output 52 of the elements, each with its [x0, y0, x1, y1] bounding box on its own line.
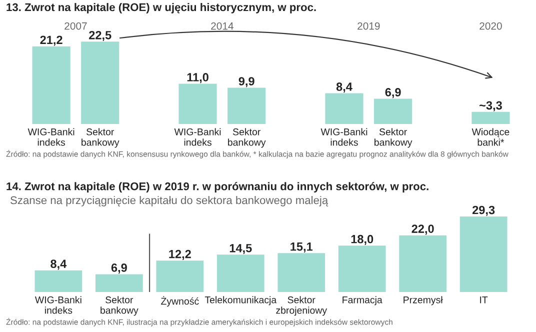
x-tick-label: Sektor bankowy [228, 128, 266, 148]
data-label: 12,2 [169, 250, 191, 260]
chart-subtitle: Szanse na przyciągnięcie kapitału do sektora bankowego maleją [10, 196, 328, 206]
bar [34, 270, 82, 292]
text: 2007 [64, 22, 87, 30]
data-label: 8,4 [336, 82, 352, 93]
chart-title: 13. Zwrot na kapitale (ROE) w ujęciu historycznym, w proc. [6, 3, 316, 14]
text: 2020 [480, 22, 502, 30]
x-tick-label: Sektor bankowy [374, 128, 412, 148]
chart-title: 14. Zwrot na kapitale (ROE) w 2019 r. w porównaniu do innych sektorów, w proc. [6, 182, 428, 192]
bar [338, 246, 386, 292]
data-label: 22,5 [89, 30, 112, 42]
x-tick-label: Przemysł [404, 296, 443, 306]
text: 2014 [211, 22, 234, 30]
x-tick-label: Farmacja [342, 296, 382, 306]
bar [374, 98, 412, 124]
x-tick-label: Żywność [161, 296, 199, 307]
data-label: 6,9 [111, 264, 127, 274]
x-tick-label: Wiodące banki* [472, 128, 510, 146]
x-tick-label: WIG-Banki indeks [28, 128, 74, 146]
data-label: 8,4 [50, 260, 67, 270]
data-label: 18,0 [351, 234, 374, 245]
data-label: ~3,3 [480, 101, 502, 112]
x-tick-label: WIG-Banki indeks [174, 128, 221, 146]
x-tick-label: WIG-Banki indeks [320, 128, 368, 146]
data-label: 14,5 [230, 244, 252, 254]
data-label: 11,0 [187, 73, 208, 84]
x-tick-label: IT [480, 296, 488, 304]
data-label: 29,3 [472, 206, 495, 216]
bar [278, 253, 326, 292]
text: 2019 [358, 22, 380, 30]
data-label: 21,2 [40, 36, 62, 46]
data-label: 9,9 [238, 77, 254, 88]
bar [81, 42, 120, 124]
bar [399, 235, 447, 292]
bar [95, 274, 143, 292]
bar [472, 112, 510, 124]
bar [325, 93, 364, 124]
x-tick-label: Telekomunikacja [204, 296, 277, 306]
data-label: 15,1 [290, 242, 313, 252]
data-label: 6,9 [385, 88, 401, 98]
bar [178, 84, 217, 124]
bar [32, 46, 70, 124]
bar [460, 216, 508, 292]
bar [216, 254, 264, 292]
x-tick-label: Sektor zbrojeniowy [276, 296, 328, 316]
bar [156, 260, 204, 292]
data-label: 22,0 [412, 224, 434, 235]
x-tick-label: Sektor bankowy [100, 296, 138, 316]
x-tick-label: Sektor bankowy [82, 128, 120, 148]
bar [228, 88, 266, 124]
x-tick-label: WIG-Banki indeks [34, 296, 82, 314]
